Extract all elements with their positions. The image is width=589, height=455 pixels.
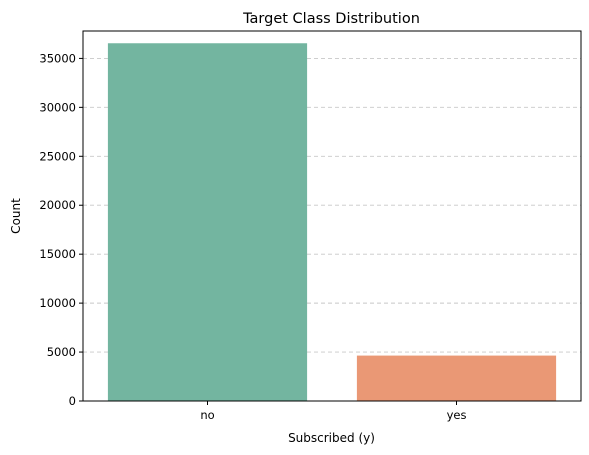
- chart-title: Target Class Distribution: [242, 11, 420, 27]
- x-axis-ticks: no yes: [200, 401, 466, 422]
- y-tick-label: 35000: [39, 51, 76, 65]
- y-tick-label: 30000: [39, 100, 76, 114]
- y-tick-label: 15000: [39, 247, 76, 261]
- x-axis-label: Subscribed (y): [288, 431, 375, 445]
- y-tick-label: 10000: [39, 296, 76, 310]
- bars: [107, 43, 557, 401]
- x-tick-label: no: [200, 408, 214, 422]
- y-tick-label: 0: [69, 394, 76, 408]
- y-axis-ticks: 0 5000 10000 15000 20000 25000 30000 35000: [39, 51, 83, 408]
- y-tick-label: 25000: [39, 149, 76, 163]
- plot-frame: [82, 30, 582, 402]
- bar-yes: [356, 355, 557, 401]
- y-tick-label: 5000: [47, 345, 76, 359]
- bar-no: [107, 43, 308, 401]
- y-tick-label: 20000: [39, 198, 76, 212]
- y-axis-label: Count: [9, 198, 23, 234]
- y-grid-lines: [83, 57, 581, 353]
- x-tick-label: yes: [447, 408, 467, 422]
